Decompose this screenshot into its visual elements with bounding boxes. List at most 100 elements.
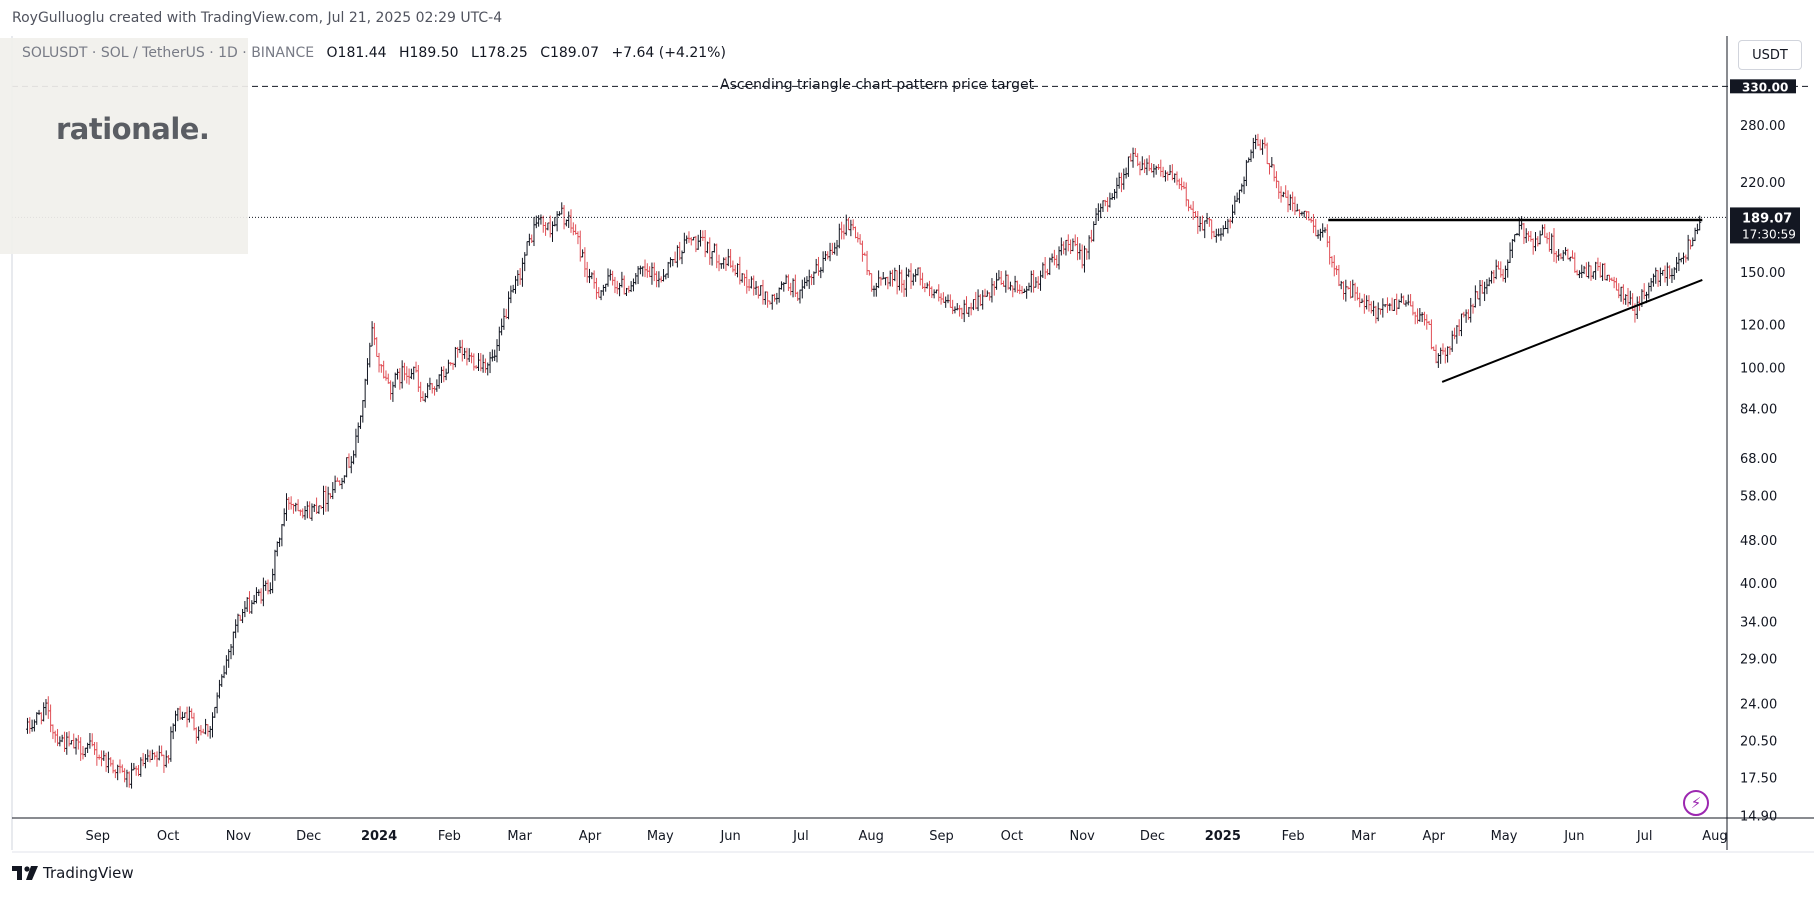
candle	[1402, 295, 1406, 305]
candle	[1119, 172, 1123, 193]
candle	[1240, 183, 1244, 193]
candle	[849, 219, 853, 237]
candle	[1110, 193, 1114, 200]
price-tick-label: 40.00	[1740, 577, 1777, 592]
time-tick-label: Aug	[1702, 829, 1727, 844]
attribution-text: RoyGulluoglu created with TradingView.co…	[12, 10, 503, 26]
candle	[835, 239, 839, 256]
candle	[1126, 156, 1130, 177]
candle	[631, 278, 635, 292]
candle	[756, 285, 760, 299]
candle	[384, 370, 388, 381]
candle	[1062, 241, 1066, 255]
target-price-box	[1730, 79, 1796, 94]
candle	[106, 751, 110, 774]
currency-button[interactable]: USDT	[1738, 40, 1802, 70]
candle	[1603, 262, 1607, 281]
candle	[1305, 210, 1309, 220]
lightning-icon[interactable]: ⚡	[1683, 790, 1709, 816]
target-annotation[interactable]: Ascending triangle chart pattern price t…	[720, 77, 1035, 93]
candle	[1406, 294, 1410, 306]
candle	[992, 280, 996, 296]
candle	[1108, 192, 1112, 208]
candle	[273, 549, 277, 581]
rationale-logo: rationale.	[56, 112, 210, 146]
candle	[851, 219, 855, 231]
candle	[458, 340, 462, 354]
candle	[245, 597, 249, 612]
candle	[1268, 163, 1272, 175]
candle	[1048, 257, 1052, 276]
candle	[483, 358, 487, 373]
candle	[93, 741, 97, 755]
candle	[1496, 261, 1500, 270]
candle	[305, 501, 309, 519]
candle	[268, 582, 272, 595]
candle	[326, 486, 330, 512]
candle	[220, 674, 224, 687]
candle	[1066, 234, 1070, 252]
candle	[1291, 191, 1295, 212]
candle	[608, 269, 612, 281]
candle	[53, 730, 57, 743]
candle	[1647, 282, 1651, 299]
time-tick-label: Sep	[929, 829, 954, 844]
candle	[1069, 239, 1073, 255]
time-tick-label: Mar	[507, 829, 532, 844]
candle	[1143, 159, 1147, 174]
candle	[481, 354, 485, 373]
candle	[328, 493, 332, 499]
candle	[1076, 237, 1080, 261]
candle	[439, 366, 443, 383]
candle	[1237, 189, 1241, 204]
candle	[1522, 222, 1526, 245]
candle	[453, 346, 457, 368]
candle	[1318, 228, 1322, 241]
candle	[958, 305, 962, 317]
candle	[476, 353, 480, 371]
candle	[495, 339, 499, 363]
candle	[701, 230, 705, 242]
candle	[99, 750, 103, 767]
candle	[1242, 176, 1246, 195]
candle	[779, 281, 783, 290]
candle	[1621, 284, 1625, 305]
candle	[1684, 254, 1688, 263]
candle	[1251, 137, 1255, 159]
symbol-title[interactable]: SOLUSDT · SOL / TetherUS · 1D · BINANCE	[22, 45, 315, 61]
candle	[747, 278, 751, 292]
time-tick-label: Feb	[1282, 829, 1305, 844]
candle	[791, 278, 795, 298]
candle	[1244, 159, 1248, 187]
candle	[1591, 271, 1595, 279]
tradingview-footer[interactable]: TradingView	[12, 864, 134, 882]
candle	[673, 251, 677, 264]
candle	[1434, 344, 1438, 364]
candle	[37, 709, 41, 716]
candle	[164, 750, 168, 768]
candle	[347, 453, 351, 469]
candle	[1039, 270, 1043, 291]
candle	[999, 270, 1003, 286]
candle	[1184, 182, 1188, 207]
candle	[1695, 223, 1699, 235]
candle	[1235, 192, 1239, 202]
candle	[1409, 294, 1413, 307]
candle	[444, 368, 448, 381]
candle	[60, 734, 64, 743]
last-price-box	[1730, 207, 1800, 244]
candle	[1658, 267, 1662, 287]
candle	[1055, 255, 1059, 268]
price-tick-label: 14.90	[1740, 810, 1777, 825]
candle	[1272, 164, 1276, 182]
candle	[904, 267, 908, 297]
candle	[962, 299, 966, 323]
candle	[715, 243, 719, 269]
candle	[666, 261, 670, 279]
symbol-legend[interactable]: SOLUSDT · SOL / TetherUS · 1D · BINANCE …	[22, 45, 734, 61]
candle	[1596, 257, 1600, 271]
candle	[1635, 296, 1639, 319]
price-tick-label: 17.50	[1740, 772, 1777, 787]
candle	[423, 393, 427, 403]
